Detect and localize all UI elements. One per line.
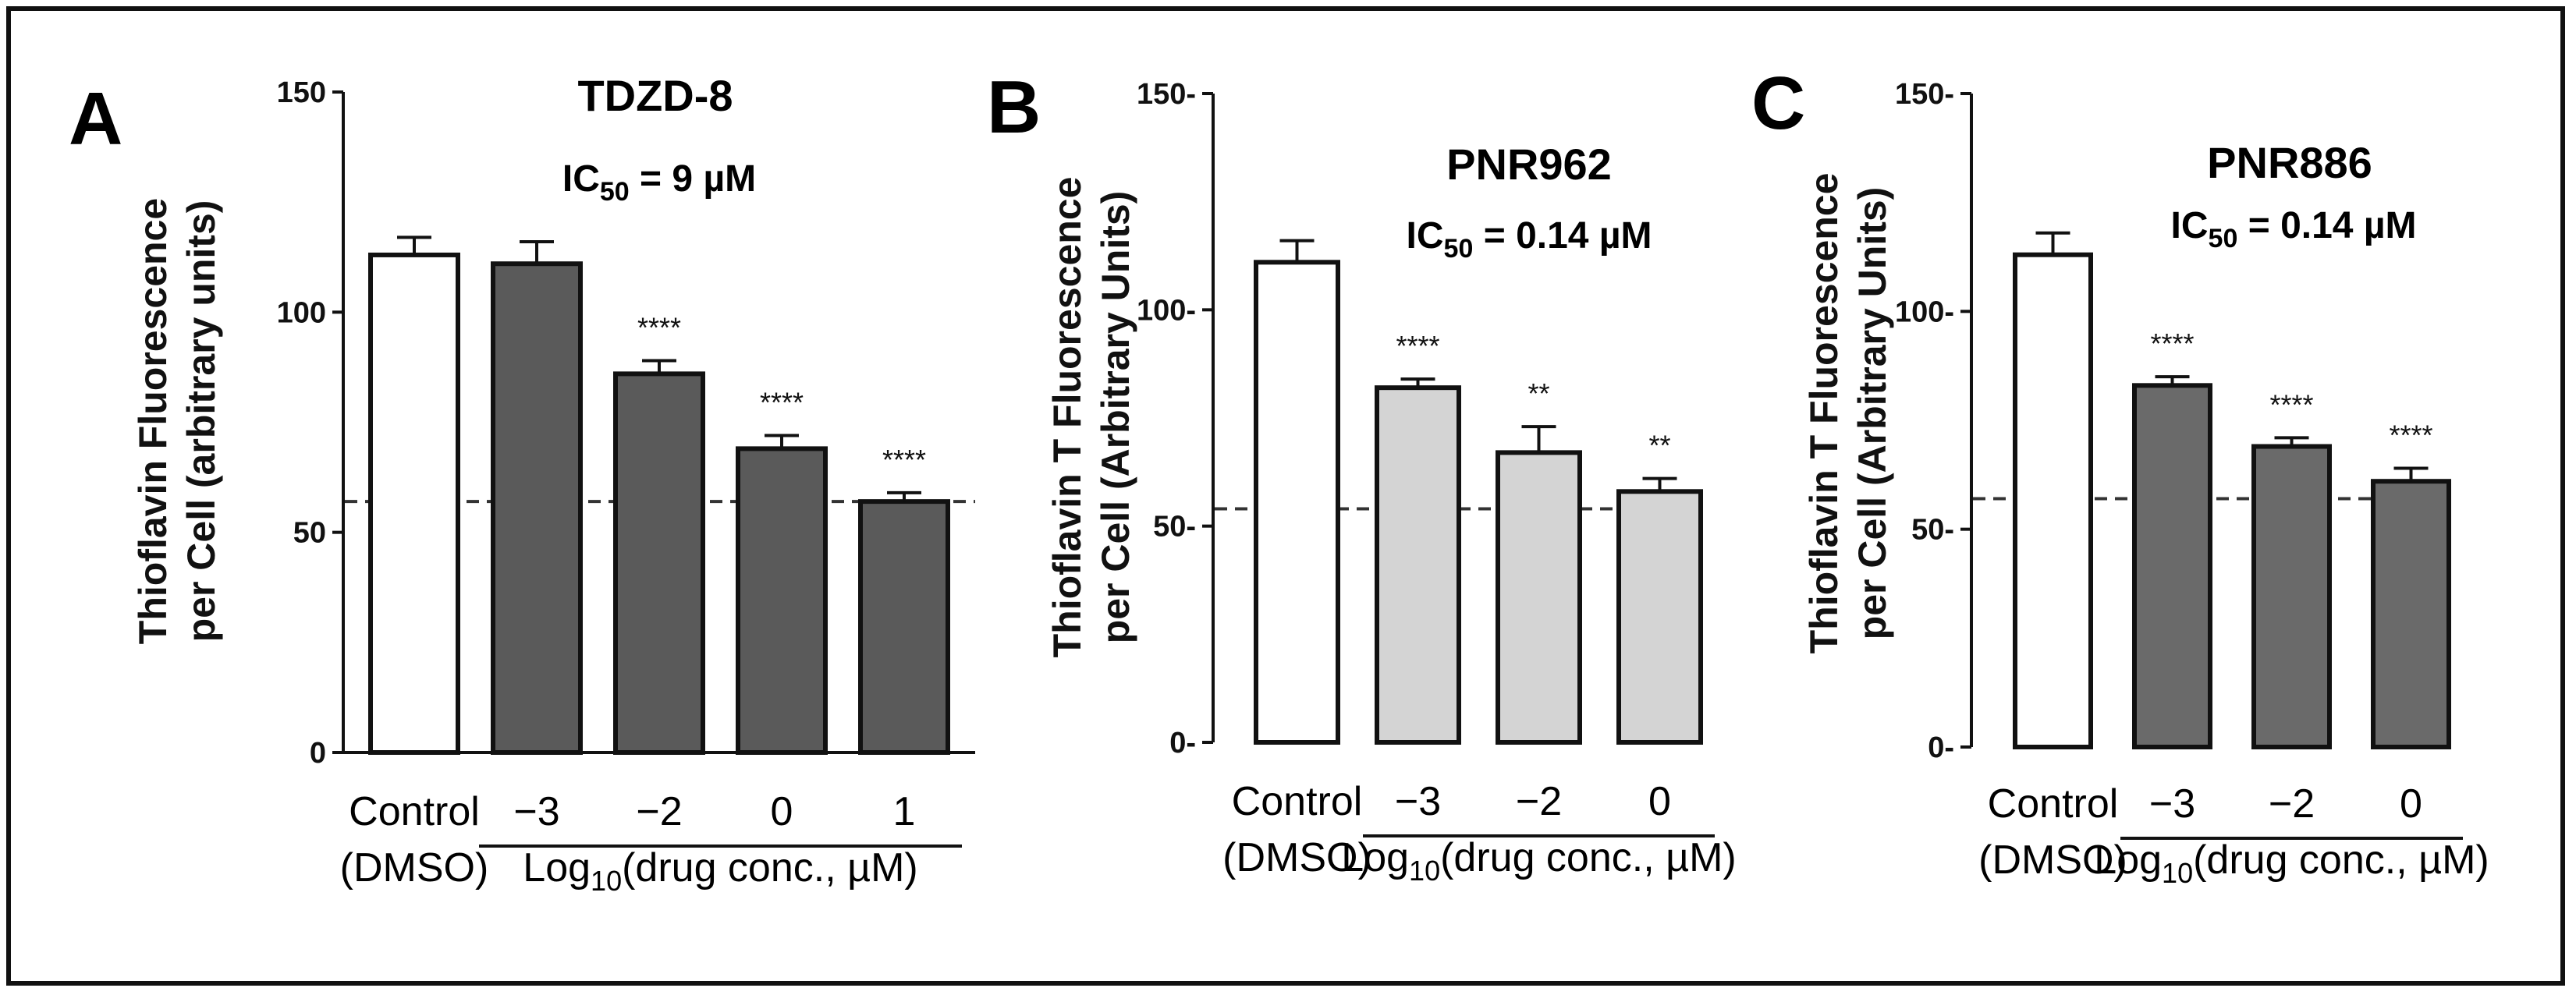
ic50-label: IC50 = 0.14 µM — [2171, 205, 2417, 253]
bar — [2132, 383, 2212, 749]
bar — [1254, 260, 1340, 745]
y-tick-label: 0- — [1928, 731, 1954, 764]
ic50-subscript: 50 — [2209, 224, 2238, 253]
bar — [2371, 479, 2451, 749]
bar — [858, 499, 950, 755]
bar — [2013, 252, 2093, 749]
y-tick-label: 100 — [277, 296, 326, 329]
y-tick-label: 100- — [1895, 296, 1954, 328]
ic50-value: = 9 µM — [630, 158, 756, 200]
figure-frame — [6, 6, 2565, 986]
group-label: Log10(drug conc., µM) — [1341, 835, 1736, 887]
bar — [368, 252, 460, 755]
significance-label: **** — [1396, 330, 1439, 362]
control-label-dmso: (DMSO) — [1222, 835, 1371, 880]
x-tick-label: −2 — [1516, 779, 1562, 824]
y-tick-label: 0 — [310, 737, 326, 770]
group-label-suffix: (drug conc., µM) — [1440, 835, 1737, 880]
control-label: Control — [1988, 781, 2119, 827]
group-label-subscript: 10 — [591, 865, 622, 897]
group-label-subscript: 10 — [1409, 855, 1440, 887]
y-tick-label: 150- — [1895, 78, 1954, 111]
significance-label: ** — [1528, 377, 1549, 409]
y-tick-label: 50- — [1911, 514, 1954, 547]
significance-label: **** — [760, 386, 804, 418]
y-tick-label: 150 — [277, 76, 326, 109]
ic50-label: IC50 = 0.14 µM — [1407, 215, 1652, 264]
y-tick-label: 50 — [293, 517, 326, 550]
y-axis-label-line1: Thioflavin Fluorescence — [131, 198, 175, 644]
panel-letter: A — [69, 77, 122, 161]
y-axis-label-line1: Thioflavin T Fluorescence — [1045, 177, 1089, 658]
ic50-subscript: 50 — [600, 177, 630, 207]
group-label-suffix: (drug conc., µM) — [2193, 837, 2489, 883]
ic50-value: = 0.14 µM — [1473, 215, 1652, 257]
y-tick-label: 150- — [1137, 78, 1196, 111]
y-axis-label: Thioflavin T Fluorescence per Cell (Arbit… — [1802, 173, 1894, 654]
chart-title: TDZD-8 — [577, 71, 733, 120]
significance-label: **** — [2269, 388, 2313, 420]
x-tick-label: 1 — [893, 789, 916, 834]
x-tick-label: −3 — [1395, 779, 1441, 824]
group-label-prefix: Log — [2094, 837, 2162, 883]
group-label-prefix: Log — [1341, 835, 1409, 880]
control-label: Control — [349, 789, 480, 834]
y-axis-label: Thioflavin Fluorescence per Cell (arbitra… — [131, 198, 223, 644]
y-tick-label: 50- — [1153, 511, 1196, 544]
group-label-prefix: Log — [523, 845, 591, 891]
control-label-dmso: (DMSO) — [340, 845, 489, 891]
bar — [1375, 385, 1461, 745]
ic50-prefix: IC — [1407, 215, 1444, 257]
x-tick-label: 0 — [771, 789, 793, 834]
bar — [1496, 450, 1582, 745]
ic50-value: = 0.14 µM — [2237, 205, 2416, 246]
y-axis-label: Thioflavin T Fluorescence per Cell (Arbit… — [1045, 177, 1137, 658]
group-label-subscript: 10 — [2162, 857, 2193, 889]
group-label-suffix: (drug conc., µM) — [622, 845, 918, 891]
y-axis-label-line2: per Cell (Arbitrary Units) — [1850, 187, 1894, 640]
x-tick-label: −2 — [636, 789, 682, 834]
x-tick-label: −3 — [2149, 781, 2195, 827]
y-tick-label: 100- — [1137, 294, 1196, 327]
significance-label: **** — [2389, 419, 2432, 451]
group-label: Log10(drug conc., µM) — [523, 845, 917, 897]
y-axis-label-line1: Thioflavin T Fluorescence — [1802, 173, 1846, 654]
chart-title: PNR962 — [1446, 140, 1612, 189]
ic50-prefix: IC — [562, 158, 600, 200]
x-tick-label: −3 — [513, 789, 559, 834]
x-tick-label: −2 — [2269, 781, 2315, 827]
x-tick-label: 0 — [2400, 781, 2422, 827]
bar — [613, 371, 705, 755]
bar — [2251, 444, 2332, 750]
chart-title: PNR886 — [2207, 138, 2372, 187]
bar — [491, 261, 583, 756]
bar — [736, 446, 828, 755]
significance-label: **** — [882, 444, 926, 476]
significance-label: **** — [2150, 328, 2194, 359]
ic50-subscript: 50 — [1444, 234, 1474, 264]
x-tick-label: 0 — [1648, 779, 1671, 824]
y-axis-label-line2: per Cell (arbitrary units) — [179, 200, 223, 643]
bar — [1616, 489, 1703, 745]
y-axis-label-line2: per Cell (Arbitrary Units) — [1094, 191, 1137, 644]
ic50-prefix: IC — [2171, 205, 2209, 246]
y-tick-label: 0- — [1169, 727, 1196, 760]
panel-letter: B — [987, 66, 1041, 149]
panel-letter: C — [1751, 62, 1805, 145]
significance-label: ** — [1648, 430, 1670, 462]
ic50-label: IC50 = 9 µM — [562, 158, 756, 207]
group-label: Log10(drug conc., µM) — [2094, 837, 2489, 889]
panel-C: C PNR886 IC50 = 0.14 µM Thioflavin T Fluore… — [1751, 62, 2489, 889]
control-label-dmso: (DMSO) — [1978, 837, 2127, 883]
significance-label: **** — [637, 311, 681, 343]
control-label: Control — [1232, 779, 1363, 824]
